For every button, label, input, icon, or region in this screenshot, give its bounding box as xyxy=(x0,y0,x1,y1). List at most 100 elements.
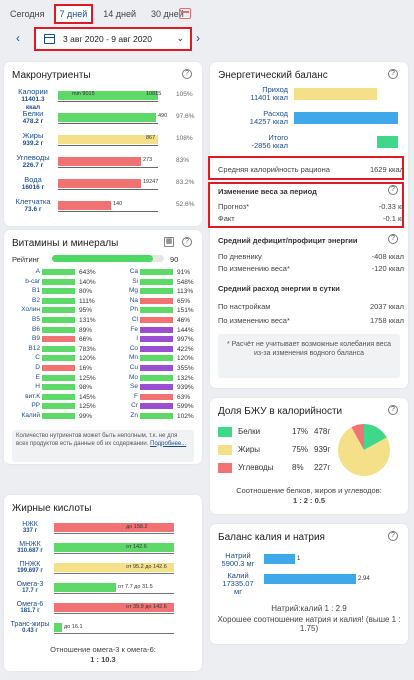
kna-ratio-text: Натрий:калий 1 : 2.9 xyxy=(271,604,347,613)
fatty-acid-label: ПНЖК 199.697 г xyxy=(10,561,50,575)
vitamin-percent: 65% xyxy=(177,297,191,305)
prev-period-icon[interactable]: ‹ xyxy=(16,31,20,45)
bju-pie-slice xyxy=(351,424,364,450)
tab-30-days[interactable]: 30 дней xyxy=(151,9,184,19)
table-view-icon[interactable]: ▦ xyxy=(164,237,174,247)
vitamin-name: Mo xyxy=(128,373,138,381)
fatty-acid-label: Омега-6 181.7 г xyxy=(10,601,50,615)
bju-legend-row: Углеводы 8% 227г xyxy=(218,462,330,476)
vitamin-bar: 355% xyxy=(140,365,194,372)
vitamin-bar: 151% xyxy=(140,307,194,314)
macro-label: Вода 16016 г xyxy=(10,176,56,192)
help-icon[interactable]: ? xyxy=(182,237,192,247)
vitamin-bar: 113% xyxy=(140,288,193,295)
kna-name: Калий xyxy=(227,571,249,580)
fatty-acid-name: МНЖК xyxy=(19,541,41,548)
fatty-acid-name: Омега-6 xyxy=(16,601,44,608)
vitamin-name: Ph xyxy=(130,306,138,314)
vitamin-bar: 145% xyxy=(42,393,96,401)
fatty-acid-track: до 158.2 xyxy=(54,523,174,532)
help-icon[interactable]: ? xyxy=(388,185,398,195)
fatty-acid-baseline xyxy=(54,613,174,614)
vitamin-name: PP xyxy=(31,402,40,410)
bju-legend-row: Белки 17% 478г xyxy=(218,426,331,440)
omega-ratio-text: Отношение омега-3 к омега-6: xyxy=(50,645,156,654)
tab-today[interactable]: Сегодня xyxy=(10,9,45,19)
energy-bar xyxy=(377,136,398,148)
vitamin-name: I xyxy=(136,335,138,343)
more-link[interactable]: Подробнее... xyxy=(150,440,187,447)
vitamin-bar: 98% xyxy=(42,384,92,391)
calendar-icon xyxy=(44,34,55,44)
tab-14-days[interactable]: 14 дней xyxy=(103,9,137,19)
help-icon[interactable]: ? xyxy=(388,69,398,79)
vitamin-name: Si xyxy=(132,277,138,285)
energy-value: -2856 ккал xyxy=(251,141,288,150)
energy-row: Приход 11401 ккал xyxy=(218,86,408,104)
macro-percent: 108% xyxy=(176,135,193,142)
fatty-acid-row: ПНЖК 199.697 г от 95.2 до 142.6 xyxy=(10,561,196,579)
vitamin-item: Na 65% xyxy=(108,297,198,305)
fatty-acid-baseline xyxy=(54,553,174,554)
help-icon[interactable]: ? xyxy=(388,405,398,415)
macro-bar-norm-label: 273 xyxy=(143,157,153,163)
macro-percent: 83.2% xyxy=(176,179,195,186)
energy-label: Приход 11401 ккал xyxy=(218,86,288,102)
vitamin-bar: 63% xyxy=(140,393,190,401)
vitamin-bar: 120% xyxy=(42,355,96,362)
custom-period-calendar-icon[interactable] xyxy=(179,8,191,19)
macro-name: Жиры xyxy=(22,131,44,140)
vitamins-card: Витамины и минералы ▦ ? Рейтинг 90 A 643%… xyxy=(4,230,202,464)
period-tabs: Сегодня 7 дней 14 дней 30 дней xyxy=(8,2,197,26)
deficit-weight-row: По изменению веса* -120 ккал xyxy=(218,264,404,273)
vitamin-name: Na xyxy=(129,296,138,304)
fact-label: Факт xyxy=(218,214,235,223)
next-period-icon[interactable]: › xyxy=(196,31,200,45)
fatty-acid-row: Омега-6 181.7 г от 39.9 до 142.6 xyxy=(10,601,196,619)
vitamin-bar: 111% xyxy=(42,297,95,305)
fatty-acid-fill xyxy=(54,623,63,632)
rating-value: 90 xyxy=(170,255,179,264)
vitamin-percent: 997% xyxy=(177,336,194,344)
vitamin-item: B1 80% xyxy=(10,287,100,295)
bju-swatch xyxy=(218,427,232,437)
bju-share-card: Доля БЖУ в калорийности ? Белки 17% 478г Жи… xyxy=(210,398,408,514)
macro-name: Клетчатка xyxy=(15,197,51,206)
expense-weight-value: 1758 ккал xyxy=(369,316,404,325)
fatty-acid-label: МНЖК 310.687 г xyxy=(10,541,50,555)
vitamin-item: A 643% xyxy=(10,268,100,276)
macro-bar-norm-label: 10815 xyxy=(146,91,162,97)
weight-change-title: Изменение веса за период xyxy=(218,187,317,196)
macro-percent: 83% xyxy=(176,157,190,164)
macro-bar-fill xyxy=(58,179,141,188)
vitamin-item: B5 131% xyxy=(10,316,100,324)
vitamin-name: B1 xyxy=(32,287,40,295)
macro-value: 939.2 г xyxy=(22,140,44,147)
vitamin-percent: 939% xyxy=(177,384,194,392)
tab-7-days[interactable]: 7 дней xyxy=(53,4,94,24)
vitamin-name: Холин xyxy=(21,306,40,314)
vitamin-bar: 643% xyxy=(42,269,96,276)
avg-calorie-highlight xyxy=(208,156,404,180)
vitamin-bar: 66% xyxy=(42,336,92,343)
fatty-acid-row: Транс-жиры 0.43 г до 16.1 xyxy=(10,621,196,639)
fatty-acid-name: ПНЖК xyxy=(19,561,41,568)
vitamin-percent: 151% xyxy=(177,307,194,315)
macro-bar-fill xyxy=(58,157,141,166)
bju-percent: 75% xyxy=(292,445,309,454)
vitamin-name: Калий xyxy=(21,412,40,419)
energy-balance-card: Энергетический баланс ? Приход 11401 ккал… xyxy=(208,62,408,388)
vitamin-name: E xyxy=(35,373,40,381)
vitamin-percent: 95% xyxy=(79,307,93,315)
bju-grams: 478г xyxy=(314,427,331,436)
date-range-picker[interactable]: 3 авг 2020 - 9 авг 2020 ⌄ xyxy=(34,27,192,51)
vitamin-percent: 113% xyxy=(177,288,194,296)
help-icon[interactable]: ? xyxy=(182,69,192,79)
help-icon[interactable]: ? xyxy=(388,531,398,541)
fatty-acid-fill xyxy=(54,563,174,572)
bju-pie-chart xyxy=(338,424,390,476)
macro-row: Калории 11401.3 ккал min 9015 10815 105% xyxy=(10,88,196,112)
weight-change-highlight xyxy=(208,182,404,228)
vitamin-item: Se 939% xyxy=(108,383,198,391)
help-icon[interactable]: ? xyxy=(388,234,398,244)
